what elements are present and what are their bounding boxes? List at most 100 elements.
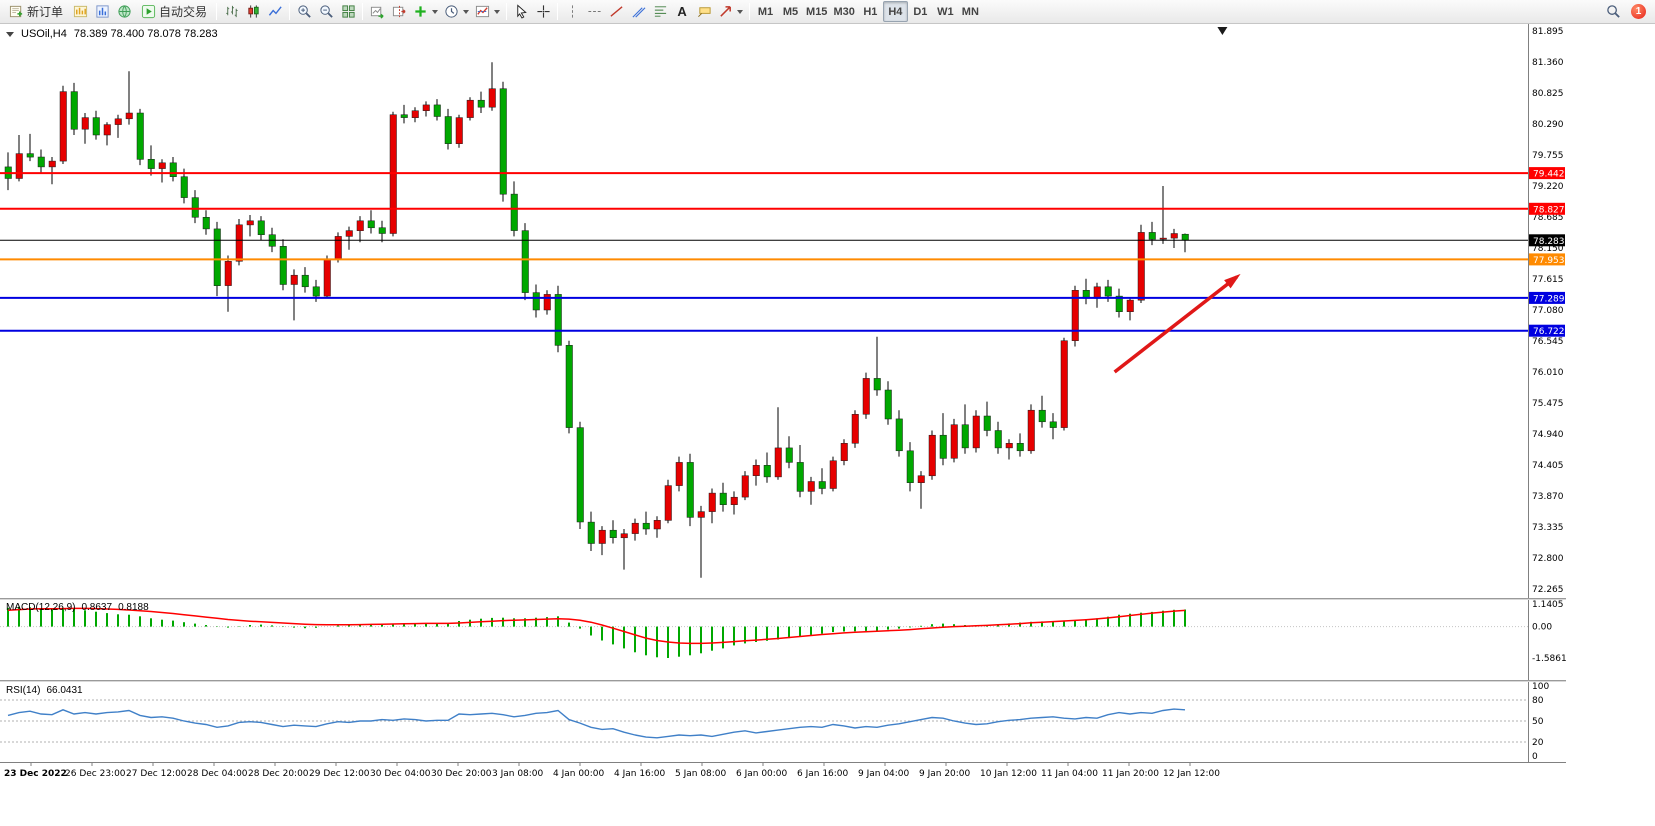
macd-panel[interactable]: 1.1405 0.00 -1.5861	[0, 600, 1566, 680]
cursor-icon	[514, 4, 529, 19]
tile-windows-button[interactable]	[337, 1, 359, 22]
toolbar-separator	[749, 3, 751, 20]
svg-text:100: 100	[1532, 682, 1549, 692]
template-icon	[475, 4, 490, 19]
timeframe-button-m1[interactable]: M1	[753, 1, 778, 22]
timeframe-button-m15[interactable]: M15	[803, 1, 830, 22]
svg-text:78.150: 78.150	[1532, 244, 1564, 254]
charts-button[interactable]	[69, 1, 91, 22]
auto-trading-button[interactable]: 自动交易	[135, 1, 213, 22]
bar-chart-button[interactable]	[220, 1, 242, 22]
tile-windows-icon	[341, 4, 356, 19]
timeframe-button-h1[interactable]: H1	[858, 1, 883, 22]
chevron-down-icon	[494, 9, 501, 14]
timeframe-button-h4[interactable]: H4	[882, 1, 908, 22]
svg-text:77.615: 77.615	[1532, 275, 1564, 285]
indicators-button[interactable]	[410, 1, 441, 22]
market-watch-button[interactable]	[91, 1, 113, 22]
timeframe-button-d1[interactable]: D1	[908, 1, 933, 22]
macd-label: MACD(12,26,9) 0.8637 0.8188	[6, 602, 149, 613]
timeframe-button-m30[interactable]: M30	[830, 1, 857, 22]
candlestick-chart-button[interactable]	[242, 1, 264, 22]
svg-text:4 Jan 00:00: 4 Jan 00:00	[553, 769, 605, 779]
trend-arrow-annotation[interactable]	[1113, 273, 1241, 374]
timeframe-button-w1[interactable]: W1	[933, 1, 958, 22]
svg-text:11 Jan 20:00: 11 Jan 20:00	[1102, 769, 1159, 779]
notification-badge[interactable]: 1	[1631, 4, 1646, 19]
line-chart-icon	[268, 4, 283, 19]
candlestick-icon	[246, 4, 261, 19]
chart-shift-button[interactable]	[388, 1, 410, 22]
search-button[interactable]	[1602, 1, 1624, 22]
chart-area: USOil,H4 78.389 78.400 78.078 78.283 81.…	[0, 24, 1655, 826]
fibonacci-button[interactable]	[649, 1, 671, 22]
svg-text:80.290: 80.290	[1532, 120, 1564, 130]
svg-text:9 Jan 20:00: 9 Jan 20:00	[919, 769, 971, 779]
svg-text:72.265: 72.265	[1532, 585, 1564, 595]
auto-scroll-icon	[370, 4, 385, 19]
toolbar-separator	[362, 3, 364, 20]
fibonacci-icon	[653, 4, 668, 19]
horizontal-line-button[interactable]	[583, 1, 605, 22]
svg-text:-1.5861: -1.5861	[1532, 654, 1566, 664]
svg-text:29 Dec 12:00: 29 Dec 12:00	[309, 769, 370, 779]
line-chart-button[interactable]	[264, 1, 286, 22]
toolbar-separator	[557, 3, 559, 20]
timeframe-button-m5[interactable]: M5	[778, 1, 803, 22]
svg-text:5 Jan 08:00: 5 Jan 08:00	[675, 769, 727, 779]
clock-icon	[444, 4, 459, 19]
chevron-down-icon	[737, 9, 744, 14]
svg-text:3 Jan 08:00: 3 Jan 08:00	[492, 769, 544, 779]
svg-text:78.827: 78.827	[1533, 205, 1565, 215]
svg-text:74.940: 74.940	[1532, 430, 1564, 440]
timeframe-button-mn[interactable]: MN	[958, 1, 983, 22]
svg-text:11 Jan 04:00: 11 Jan 04:00	[1041, 769, 1098, 779]
panel-separator[interactable]	[0, 598, 1566, 600]
templates-button[interactable]	[472, 1, 503, 22]
trendline-button[interactable]	[605, 1, 627, 22]
crosshair-icon	[536, 4, 551, 19]
text-label-icon	[697, 4, 712, 19]
svg-text:73.870: 73.870	[1532, 492, 1564, 502]
panel-separator[interactable]	[0, 680, 1566, 682]
one-click-trading-arrow-icon[interactable]	[6, 31, 14, 37]
auto-scroll-button[interactable]	[366, 1, 388, 22]
chevron-down-icon	[432, 9, 439, 14]
vertical-line-button[interactable]	[561, 1, 583, 22]
navigator-button[interactable]	[113, 1, 135, 22]
channel-button[interactable]	[627, 1, 649, 22]
svg-text:79.755: 79.755	[1532, 151, 1564, 161]
cursor-button[interactable]	[510, 1, 532, 22]
svg-text:74.405: 74.405	[1532, 461, 1564, 471]
svg-text:73.335: 73.335	[1532, 523, 1564, 533]
arrows-tool-button[interactable]	[715, 1, 746, 22]
svg-text:78.685: 78.685	[1532, 213, 1564, 223]
crosshair-button[interactable]	[532, 1, 554, 22]
svg-text:28 Dec 04:00: 28 Dec 04:00	[187, 769, 248, 779]
zoom-out-button[interactable]	[315, 1, 337, 22]
svg-text:76.545: 76.545	[1532, 337, 1564, 347]
rsi-line	[7, 708, 1186, 739]
rsi-label: RSI(14) 66.0431	[6, 685, 83, 696]
main-price-chart[interactable]: 81.895 81.360 80.825 80.290 79.755 79.220 78.6…	[0, 24, 1566, 598]
horizontal-line-icon	[587, 4, 602, 19]
rsi-value: 66.0431	[46, 685, 83, 696]
rsi-panel[interactable]: 100 80 50 20 0	[0, 682, 1566, 762]
svg-text:50: 50	[1532, 717, 1544, 727]
zoom-out-icon	[319, 4, 334, 19]
text-label-button[interactable]	[693, 1, 715, 22]
periods-button[interactable]	[441, 1, 472, 22]
text-tool-button[interactable]: A	[671, 1, 693, 22]
chart-shift-marker[interactable]	[1217, 27, 1228, 35]
svg-text:81.895: 81.895	[1532, 27, 1564, 37]
zoom-in-icon	[297, 4, 312, 19]
svg-text:26 Dec 23:00: 26 Dec 23:00	[65, 769, 126, 779]
chevron-down-icon	[463, 9, 470, 14]
new-order-button[interactable]: 新订单	[3, 1, 69, 22]
candles-layer	[4, 62, 1189, 578]
zoom-in-button[interactable]	[293, 1, 315, 22]
horizontal-lines-layer[interactable]	[0, 172, 1528, 332]
svg-text:81.360: 81.360	[1532, 58, 1564, 68]
svg-text:77.080: 77.080	[1532, 306, 1564, 316]
